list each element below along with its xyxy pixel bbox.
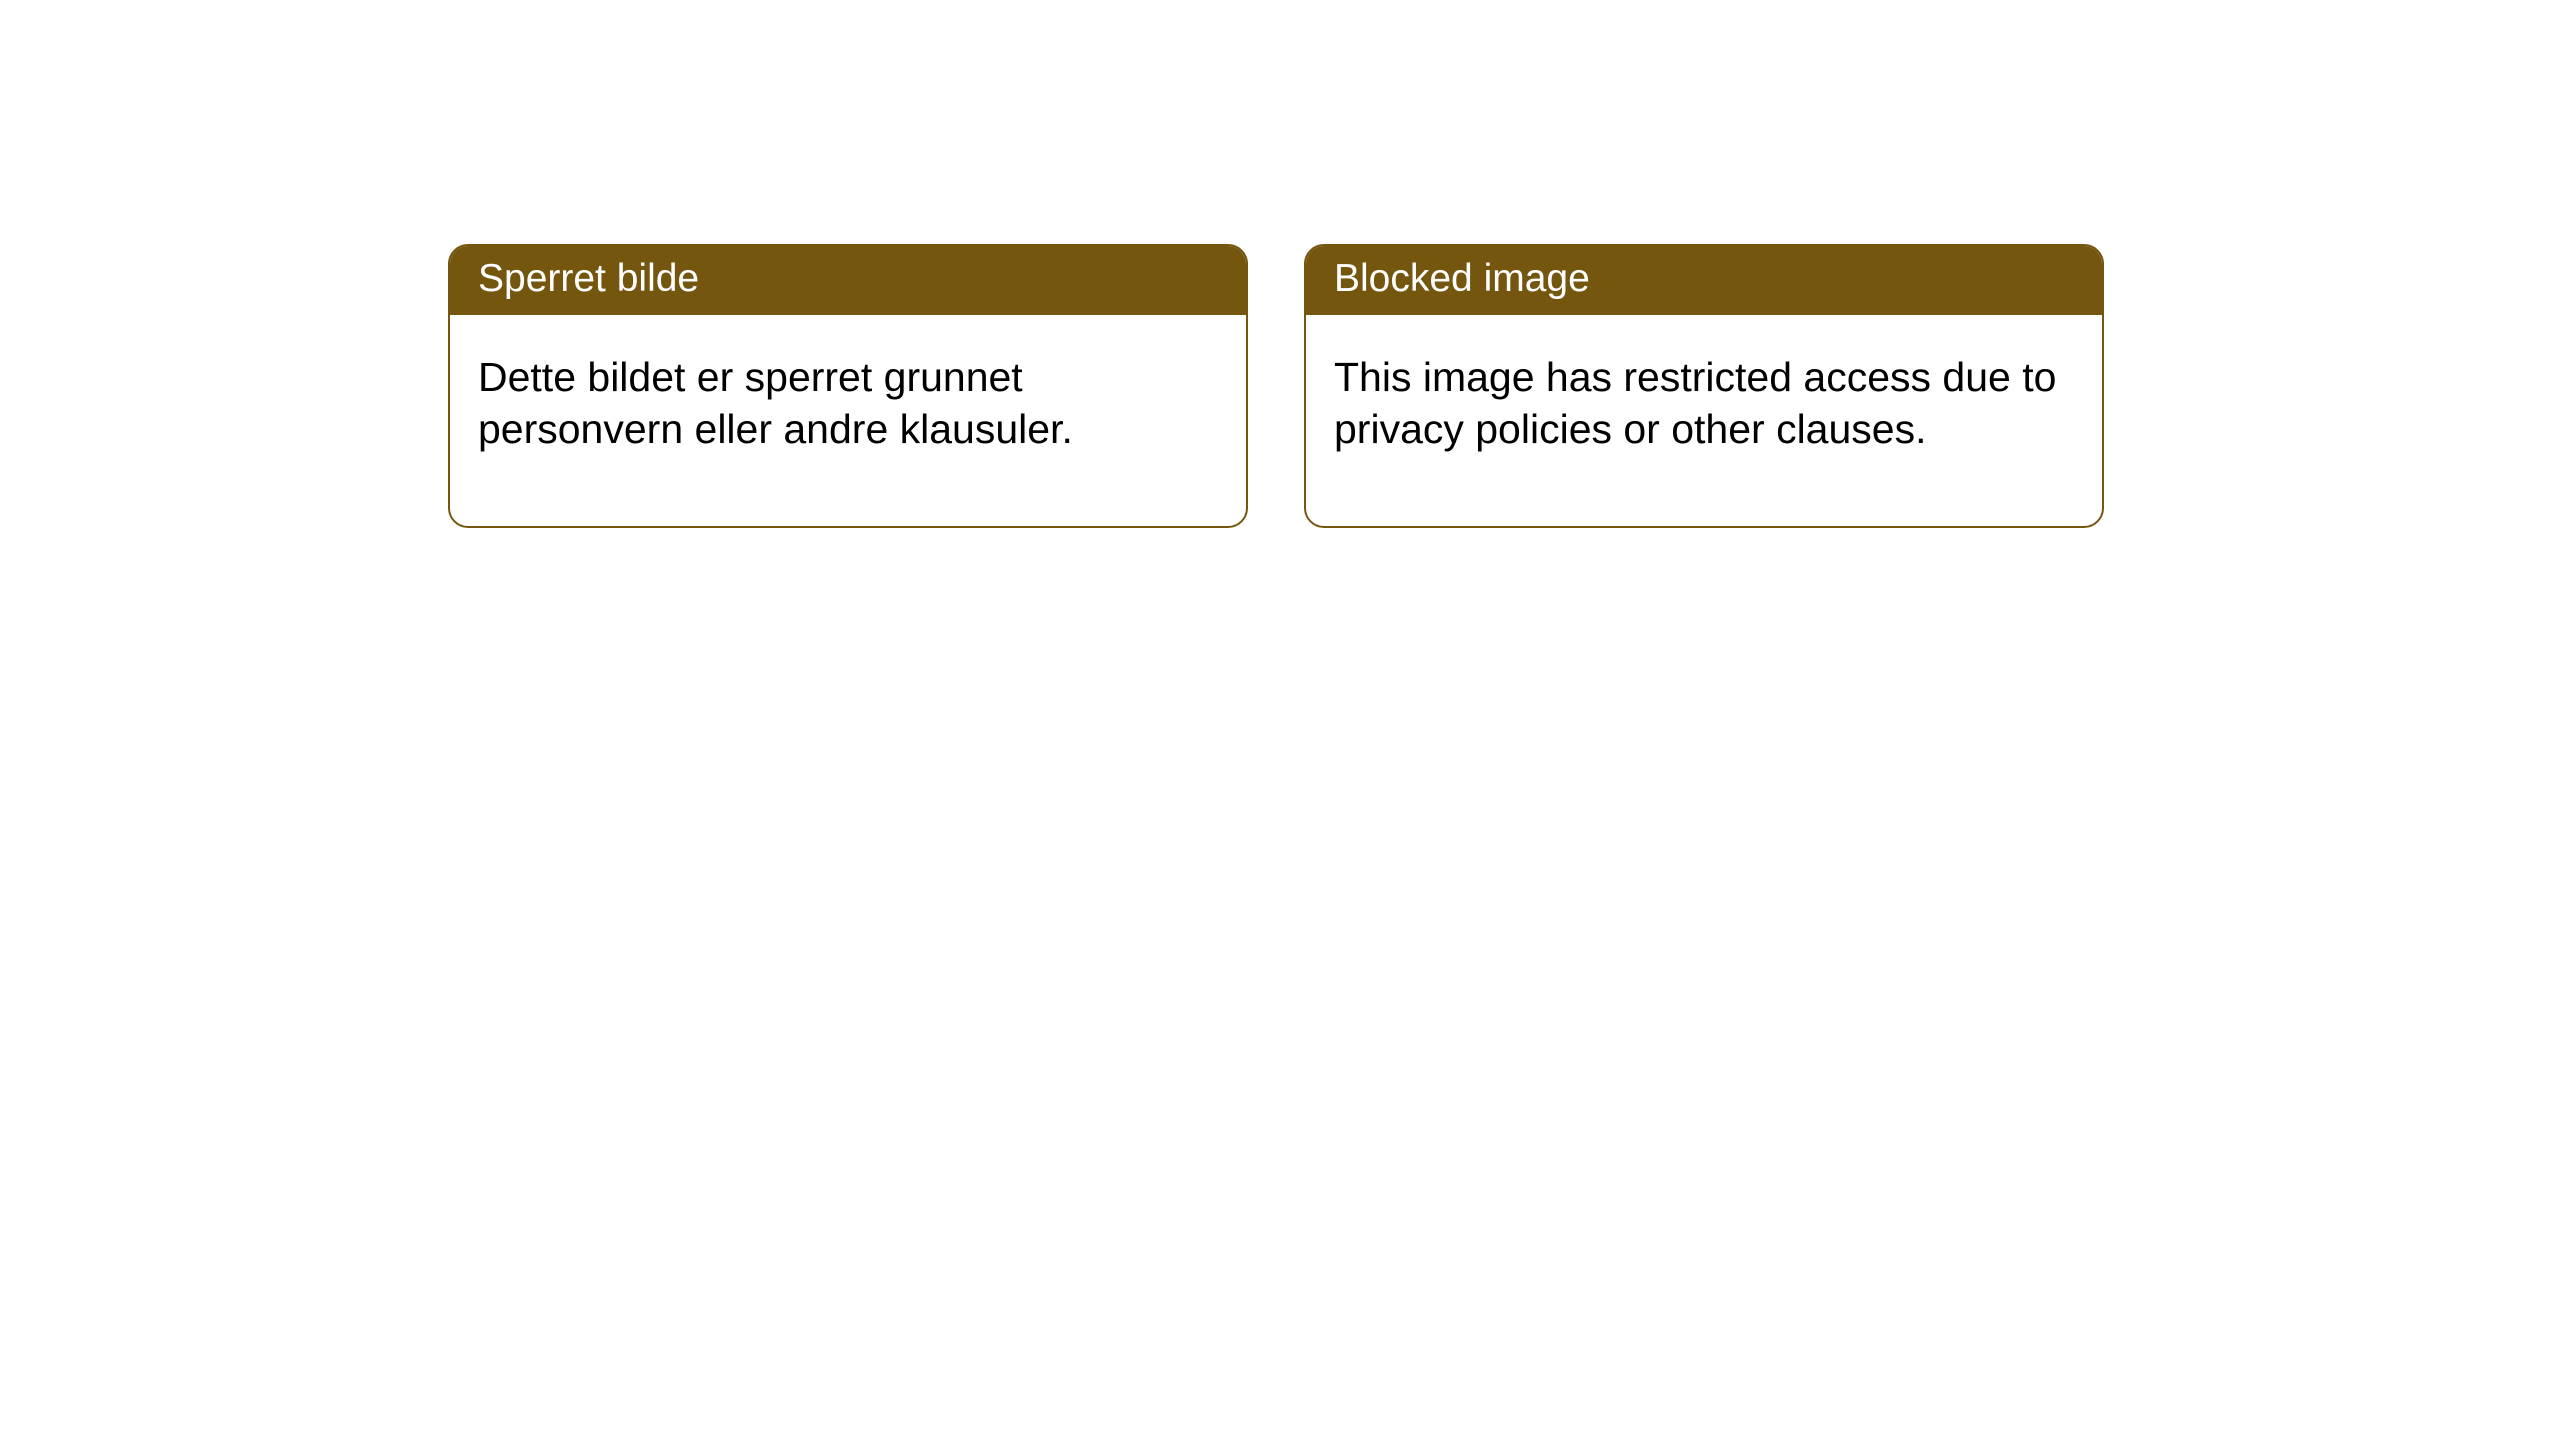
notice-card-english: Blocked image This image has restricted …	[1304, 244, 2104, 528]
card-title: Sperret bilde	[478, 257, 699, 300]
card-title: Blocked image	[1334, 257, 1590, 300]
card-header: Blocked image	[1306, 246, 2102, 315]
card-body: This image has restricted access due to …	[1306, 315, 2102, 526]
notice-cards-container: Sperret bilde Dette bildet er sperret gr…	[0, 0, 2560, 528]
notice-card-norwegian: Sperret bilde Dette bildet er sperret gr…	[448, 244, 1248, 528]
card-body-text: This image has restricted access due to …	[1334, 354, 2056, 452]
card-body-text: Dette bildet er sperret grunnet personve…	[478, 354, 1073, 452]
card-body: Dette bildet er sperret grunnet personve…	[450, 315, 1246, 526]
card-header: Sperret bilde	[450, 246, 1246, 315]
